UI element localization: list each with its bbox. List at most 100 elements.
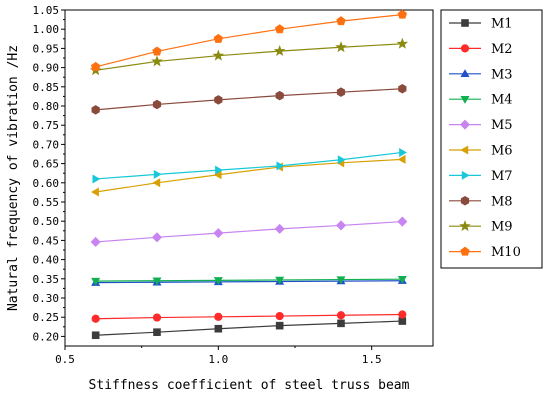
series-line bbox=[95, 43, 403, 71]
series-m6 bbox=[91, 154, 406, 197]
legend-marker bbox=[459, 220, 471, 232]
legend-marker bbox=[460, 145, 469, 155]
data-point bbox=[214, 312, 223, 321]
data-point bbox=[153, 169, 162, 179]
data-point bbox=[90, 61, 101, 71]
series-line bbox=[95, 313, 403, 320]
data-point bbox=[397, 275, 407, 284]
y-tick-label: 1.00 bbox=[33, 23, 60, 36]
series-layer bbox=[89, 9, 409, 340]
data-point bbox=[396, 37, 409, 49]
y-tick-label: 0.50 bbox=[33, 215, 60, 228]
data-point bbox=[91, 187, 99, 197]
legend-label: M6 bbox=[491, 144, 513, 159]
data-point bbox=[213, 277, 223, 285]
y-tick-label: 0.70 bbox=[33, 138, 60, 151]
legend-label: M3 bbox=[491, 67, 513, 82]
y-tick-label: 0.25 bbox=[33, 311, 60, 324]
legend-marker bbox=[460, 196, 470, 206]
series-m10 bbox=[90, 9, 408, 71]
legend-label: M1 bbox=[491, 17, 513, 32]
x-tick-label: 1.5 bbox=[362, 353, 382, 366]
y-tick-label: 0.95 bbox=[33, 42, 60, 55]
data-point bbox=[335, 41, 347, 53]
series-m5 bbox=[90, 216, 408, 247]
legend-marker bbox=[460, 96, 470, 104]
data-point bbox=[90, 236, 101, 247]
data-point bbox=[274, 223, 285, 234]
legend-label: M10 bbox=[491, 245, 521, 260]
data-point bbox=[91, 314, 100, 323]
x-tick-label: 1.0 bbox=[208, 353, 228, 366]
legend-item-m6: M6 bbox=[449, 144, 513, 159]
y-tick-label: 0.65 bbox=[33, 158, 60, 171]
data-point bbox=[398, 310, 407, 319]
data-point bbox=[335, 220, 347, 231]
data-point bbox=[91, 331, 100, 340]
data-point bbox=[91, 277, 101, 286]
legend-item-m4: M4 bbox=[449, 93, 513, 108]
axis-ticks: 0.20 0.25 0.30 0.35 0.40 0.45 0.50 0.55 0.60 0.65… bbox=[33, 4, 382, 366]
data-point bbox=[213, 33, 224, 43]
y-tick-label: 0.20 bbox=[33, 330, 60, 343]
y-axis-label: Natural frequency of vibration /Hz bbox=[6, 45, 21, 311]
data-point bbox=[152, 277, 162, 286]
plot-frame bbox=[64, 9, 434, 347]
data-point bbox=[151, 232, 163, 243]
data-point bbox=[91, 105, 100, 115]
data-point bbox=[336, 87, 346, 97]
legend-label: M9 bbox=[491, 220, 513, 235]
data-point bbox=[276, 161, 285, 171]
series-line bbox=[95, 158, 403, 193]
data-point bbox=[336, 311, 346, 320]
data-point bbox=[336, 16, 346, 26]
series-line bbox=[95, 151, 403, 180]
data-point bbox=[398, 83, 407, 94]
y-tick-label: 0.30 bbox=[33, 292, 60, 305]
data-point bbox=[152, 313, 162, 322]
legend-item-m3: M3 bbox=[449, 67, 513, 82]
legend-item-m5: M5 bbox=[449, 118, 513, 133]
y-tick-label: 0.80 bbox=[33, 100, 60, 113]
legend-marker bbox=[461, 19, 469, 27]
legend-marker bbox=[460, 44, 470, 53]
series-m4 bbox=[91, 275, 407, 286]
y-tick-label: 1.05 bbox=[33, 4, 60, 17]
data-point bbox=[212, 49, 225, 61]
data-point bbox=[275, 90, 284, 101]
data-point bbox=[274, 24, 285, 34]
data-point bbox=[275, 276, 285, 285]
y-tick-label: 0.35 bbox=[33, 273, 60, 286]
legend-item-m1: M1 bbox=[449, 17, 513, 32]
data-point bbox=[275, 311, 284, 321]
series-m1 bbox=[91, 317, 407, 340]
data-point bbox=[92, 174, 101, 184]
series-m9 bbox=[89, 37, 409, 76]
data-point bbox=[275, 321, 284, 330]
y-tick-label: 0.45 bbox=[33, 234, 60, 247]
legend-label: M4 bbox=[491, 93, 513, 108]
legend: M1 M2 M3 M4 M5 M6 M7 M8 M9 M10 bbox=[440, 9, 543, 269]
data-point bbox=[397, 9, 408, 19]
data-point bbox=[152, 178, 161, 188]
data-point bbox=[273, 45, 286, 56]
legend-marker bbox=[461, 170, 470, 180]
legend-label: M7 bbox=[491, 169, 513, 184]
y-tick-label: 0.55 bbox=[33, 196, 60, 209]
data-point bbox=[153, 328, 161, 336]
legend-item-m7: M7 bbox=[449, 169, 513, 184]
data-point bbox=[213, 228, 224, 239]
legend-label: M5 bbox=[491, 118, 513, 133]
series-line bbox=[95, 320, 403, 336]
data-point bbox=[152, 99, 162, 110]
legend-item-m2: M2 bbox=[449, 42, 513, 57]
series-line bbox=[95, 220, 403, 243]
y-tick-label: 0.40 bbox=[33, 254, 60, 267]
data-point bbox=[397, 216, 408, 227]
series-m2 bbox=[91, 310, 407, 323]
data-point bbox=[337, 319, 345, 328]
data-point bbox=[215, 165, 223, 175]
plot-area bbox=[64, 9, 434, 347]
series-line bbox=[95, 14, 403, 68]
